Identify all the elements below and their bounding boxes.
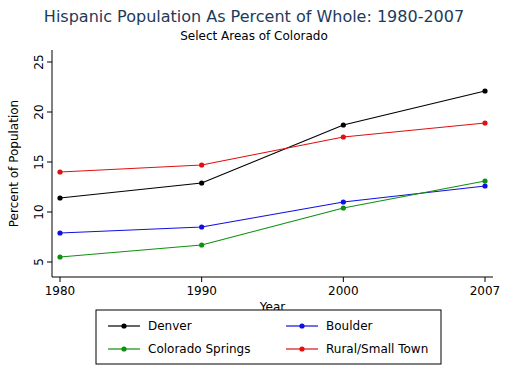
- legend-marker: [299, 346, 304, 351]
- point: [482, 120, 487, 125]
- point: [199, 242, 204, 247]
- y-tick-label: 20: [32, 104, 46, 119]
- point: [341, 122, 346, 127]
- y-axis-label: Percent of Population: [7, 100, 21, 227]
- legend-box: [96, 310, 441, 364]
- y-tick: [47, 62, 52, 63]
- x-tick-label: 2000: [328, 284, 359, 298]
- point: [341, 199, 346, 204]
- point: [341, 134, 346, 139]
- chart: Hispanic Population As Percent of Whole:…: [0, 0, 508, 369]
- legend-label: Denver: [148, 319, 192, 333]
- point: [199, 162, 204, 167]
- point: [57, 230, 62, 235]
- point: [199, 180, 204, 185]
- legend-label: Rural/Small Town: [326, 342, 428, 356]
- x-tick-label: 1990: [186, 284, 217, 298]
- point: [341, 205, 346, 210]
- legend-marker: [121, 346, 126, 351]
- x-tick: [60, 277, 61, 282]
- y-tick-label: 5: [32, 258, 46, 266]
- series-line: [60, 181, 485, 257]
- point: [482, 88, 487, 93]
- legend-marker: [299, 323, 304, 328]
- legend-marker: [121, 323, 126, 328]
- y-tick: [47, 212, 52, 213]
- point: [57, 254, 62, 259]
- plot-area: [57, 88, 487, 259]
- point: [482, 183, 487, 188]
- y-tick-label: 10: [32, 204, 46, 219]
- point: [57, 169, 62, 174]
- y-tick-label: 25: [32, 54, 46, 69]
- x-tick-label: 2007: [470, 284, 501, 298]
- y-tick-label: 15: [32, 154, 46, 169]
- x-tick-label: 1980: [45, 284, 76, 298]
- series-line: [60, 91, 485, 198]
- legend-label: Boulder: [326, 319, 373, 333]
- x-tick: [343, 277, 344, 282]
- title: Hispanic Population As Percent of Whole:…: [44, 7, 464, 26]
- y-tick: [47, 162, 52, 163]
- y-tick: [47, 112, 52, 113]
- y-axis: [52, 50, 53, 277]
- x-tick: [485, 277, 486, 282]
- legend: Denver Boulder Colorado Springs Rural/Small…: [96, 310, 441, 364]
- x-axis: [52, 277, 493, 278]
- background: [0, 0, 508, 369]
- series-line: [60, 123, 485, 172]
- subtitle: Select Areas of Colorado: [180, 29, 328, 43]
- y-tick: [47, 262, 52, 263]
- x-tick: [201, 277, 202, 282]
- point: [57, 195, 62, 200]
- legend-label: Colorado Springs: [148, 342, 250, 356]
- point: [199, 224, 204, 229]
- point: [482, 178, 487, 183]
